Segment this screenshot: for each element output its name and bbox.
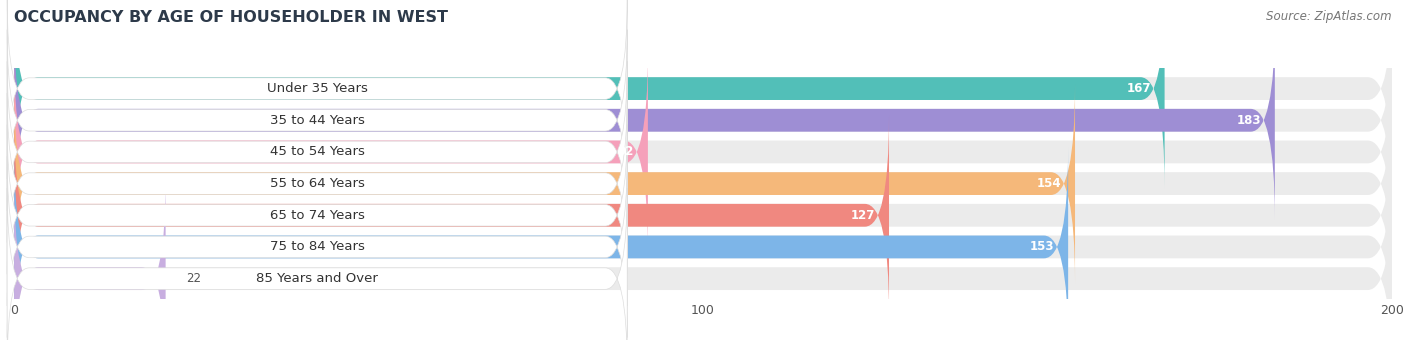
Text: 167: 167 — [1126, 82, 1152, 95]
Text: 153: 153 — [1029, 240, 1054, 253]
FancyBboxPatch shape — [14, 21, 1392, 220]
FancyBboxPatch shape — [7, 30, 627, 211]
FancyBboxPatch shape — [14, 148, 1392, 340]
FancyBboxPatch shape — [14, 52, 648, 251]
FancyBboxPatch shape — [14, 0, 1392, 188]
FancyBboxPatch shape — [14, 116, 889, 315]
FancyBboxPatch shape — [7, 125, 627, 306]
Text: 154: 154 — [1036, 177, 1062, 190]
Text: 85 Years and Over: 85 Years and Over — [256, 272, 378, 285]
FancyBboxPatch shape — [14, 116, 1392, 315]
FancyBboxPatch shape — [7, 61, 627, 242]
FancyBboxPatch shape — [14, 21, 1275, 220]
Text: 127: 127 — [851, 209, 876, 222]
FancyBboxPatch shape — [7, 188, 627, 340]
Text: 55 to 64 Years: 55 to 64 Years — [270, 177, 364, 190]
FancyBboxPatch shape — [14, 179, 166, 340]
Text: 75 to 84 Years: 75 to 84 Years — [270, 240, 364, 253]
Text: 92: 92 — [617, 146, 634, 158]
Text: Under 35 Years: Under 35 Years — [267, 82, 367, 95]
Text: 35 to 44 Years: 35 to 44 Years — [270, 114, 364, 127]
FancyBboxPatch shape — [7, 156, 627, 338]
FancyBboxPatch shape — [7, 0, 627, 179]
Text: 65 to 74 Years: 65 to 74 Years — [270, 209, 364, 222]
Text: 183: 183 — [1236, 114, 1261, 127]
Text: 45 to 54 Years: 45 to 54 Years — [270, 146, 364, 158]
Text: OCCUPANCY BY AGE OF HOUSEHOLDER IN WEST: OCCUPANCY BY AGE OF HOUSEHOLDER IN WEST — [14, 10, 449, 25]
FancyBboxPatch shape — [14, 52, 1392, 251]
FancyBboxPatch shape — [14, 0, 1164, 188]
FancyBboxPatch shape — [7, 93, 627, 274]
FancyBboxPatch shape — [14, 84, 1392, 283]
FancyBboxPatch shape — [14, 179, 1392, 340]
Text: Source: ZipAtlas.com: Source: ZipAtlas.com — [1267, 10, 1392, 23]
FancyBboxPatch shape — [14, 148, 1069, 340]
FancyBboxPatch shape — [14, 84, 1076, 283]
Text: 22: 22 — [186, 272, 201, 285]
